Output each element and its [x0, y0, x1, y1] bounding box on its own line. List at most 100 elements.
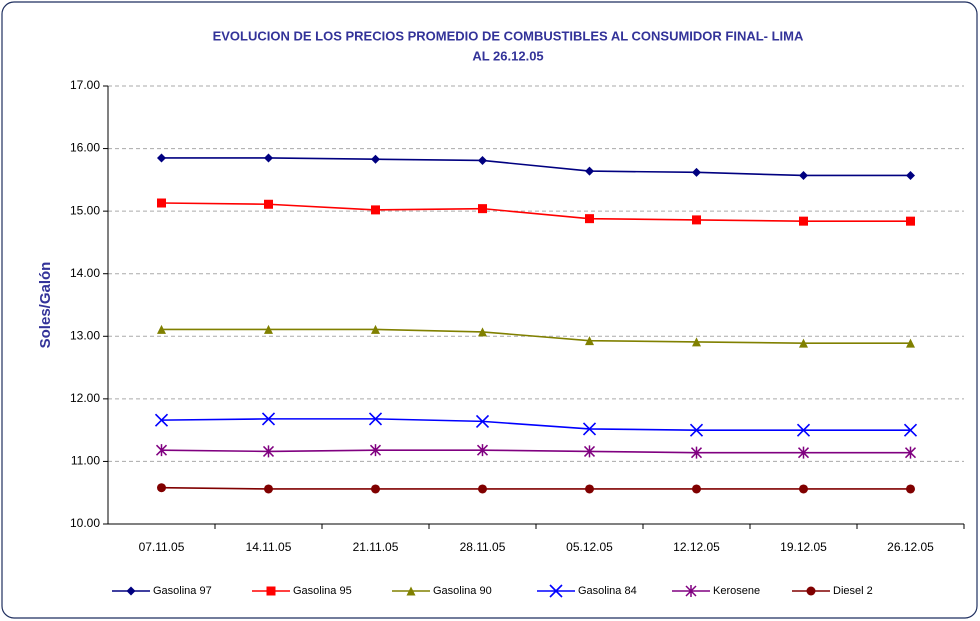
y-tick-label: 13.00	[70, 328, 100, 342]
marker-shape	[585, 336, 594, 346]
marker-shape	[406, 586, 416, 596]
marker-shape	[478, 327, 487, 337]
marker-shape	[476, 444, 489, 457]
marker-shape	[371, 324, 380, 334]
marker	[262, 445, 275, 458]
marker-shape	[369, 444, 382, 457]
marker-shape	[155, 444, 168, 457]
marker-shape	[371, 154, 380, 164]
marker-shape	[264, 199, 273, 209]
marker	[585, 336, 594, 346]
marker-shape	[266, 586, 276, 596]
y-tick-label: 17.00	[70, 78, 100, 92]
marker-shape	[264, 153, 273, 163]
marker	[797, 446, 810, 459]
x-tick-label: 19.12.05	[780, 540, 827, 554]
marker-shape	[585, 484, 594, 494]
marker	[690, 446, 703, 459]
marker-shape	[799, 216, 808, 226]
marker	[906, 484, 915, 494]
marker-shape	[799, 338, 808, 348]
x-tick-label: 28.11.05	[460, 540, 506, 554]
marker	[126, 586, 136, 596]
marker	[582, 422, 597, 436]
series-line	[161, 157, 911, 177]
marker-shape	[796, 423, 811, 437]
marker	[371, 154, 380, 164]
chart-title: AL 26.12.05	[472, 48, 543, 63]
marker	[406, 586, 416, 596]
marker	[371, 205, 380, 215]
marker-shape	[585, 166, 594, 176]
x-tick-label: 12.12.05	[673, 540, 720, 554]
marker-shape	[157, 324, 166, 334]
marker-shape	[906, 338, 915, 348]
marker	[264, 484, 273, 494]
marker-shape	[692, 167, 701, 177]
marker	[692, 484, 701, 494]
marker-shape	[475, 414, 490, 428]
legend-label: Gasolina 84	[578, 585, 637, 597]
series-line	[161, 486, 911, 490]
marker	[799, 338, 808, 348]
marker-shape	[806, 586, 816, 596]
y-tick-label: 15.00	[70, 203, 100, 217]
legend-label: Kerosene	[713, 585, 760, 597]
marker	[583, 445, 596, 458]
marker	[692, 337, 701, 347]
marker	[369, 444, 382, 457]
marker	[157, 198, 166, 208]
x-tick-label: 05.12.05	[566, 540, 613, 554]
marker-shape	[689, 423, 704, 437]
marker	[368, 412, 383, 426]
marker	[478, 484, 487, 494]
marker	[585, 214, 594, 224]
y-tick-label: 11.00	[71, 454, 100, 468]
marker-shape	[261, 412, 276, 426]
marker	[903, 423, 918, 437]
series-line	[161, 418, 911, 431]
series-line	[161, 202, 911, 222]
marker	[264, 153, 273, 163]
marker-shape	[157, 153, 166, 163]
y-axis-label: Soles/Galón	[37, 262, 54, 349]
marker-shape	[154, 413, 169, 427]
x-tick-label: 07.11.05	[139, 540, 185, 554]
marker-shape	[799, 170, 808, 180]
marker-shape	[903, 423, 918, 437]
marker	[478, 155, 487, 165]
marker-shape	[549, 584, 563, 598]
legend-label: Diesel 2	[833, 585, 873, 597]
marker	[799, 484, 808, 494]
marker	[264, 199, 273, 209]
chart-title: EVOLUCION DE LOS PRECIOS PROMEDIO DE COM…	[213, 28, 804, 43]
marker	[154, 413, 169, 427]
legend-label: Gasolina 95	[293, 585, 352, 597]
marker	[906, 338, 915, 348]
marker-shape	[690, 446, 703, 459]
marker-shape	[582, 422, 597, 436]
x-tick-label: 14.11.05	[246, 540, 292, 554]
marker	[799, 170, 808, 180]
marker	[371, 324, 380, 334]
marker-shape	[692, 484, 701, 494]
marker	[157, 483, 166, 493]
y-tick-label: 12.00	[70, 391, 100, 405]
x-tick-label: 26.12.05	[887, 540, 934, 554]
marker-shape	[157, 483, 166, 493]
marker-shape	[904, 446, 917, 459]
marker	[906, 216, 915, 226]
marker-shape	[264, 484, 273, 494]
marker	[904, 446, 917, 459]
marker	[585, 484, 594, 494]
marker-shape	[685, 585, 697, 597]
marker-shape	[264, 324, 273, 334]
y-tick-label: 14.00	[70, 266, 100, 280]
marker	[478, 327, 487, 337]
marker	[371, 484, 380, 494]
marker	[157, 153, 166, 163]
legend-label: Gasolina 90	[433, 585, 492, 597]
marker-shape	[371, 205, 380, 215]
